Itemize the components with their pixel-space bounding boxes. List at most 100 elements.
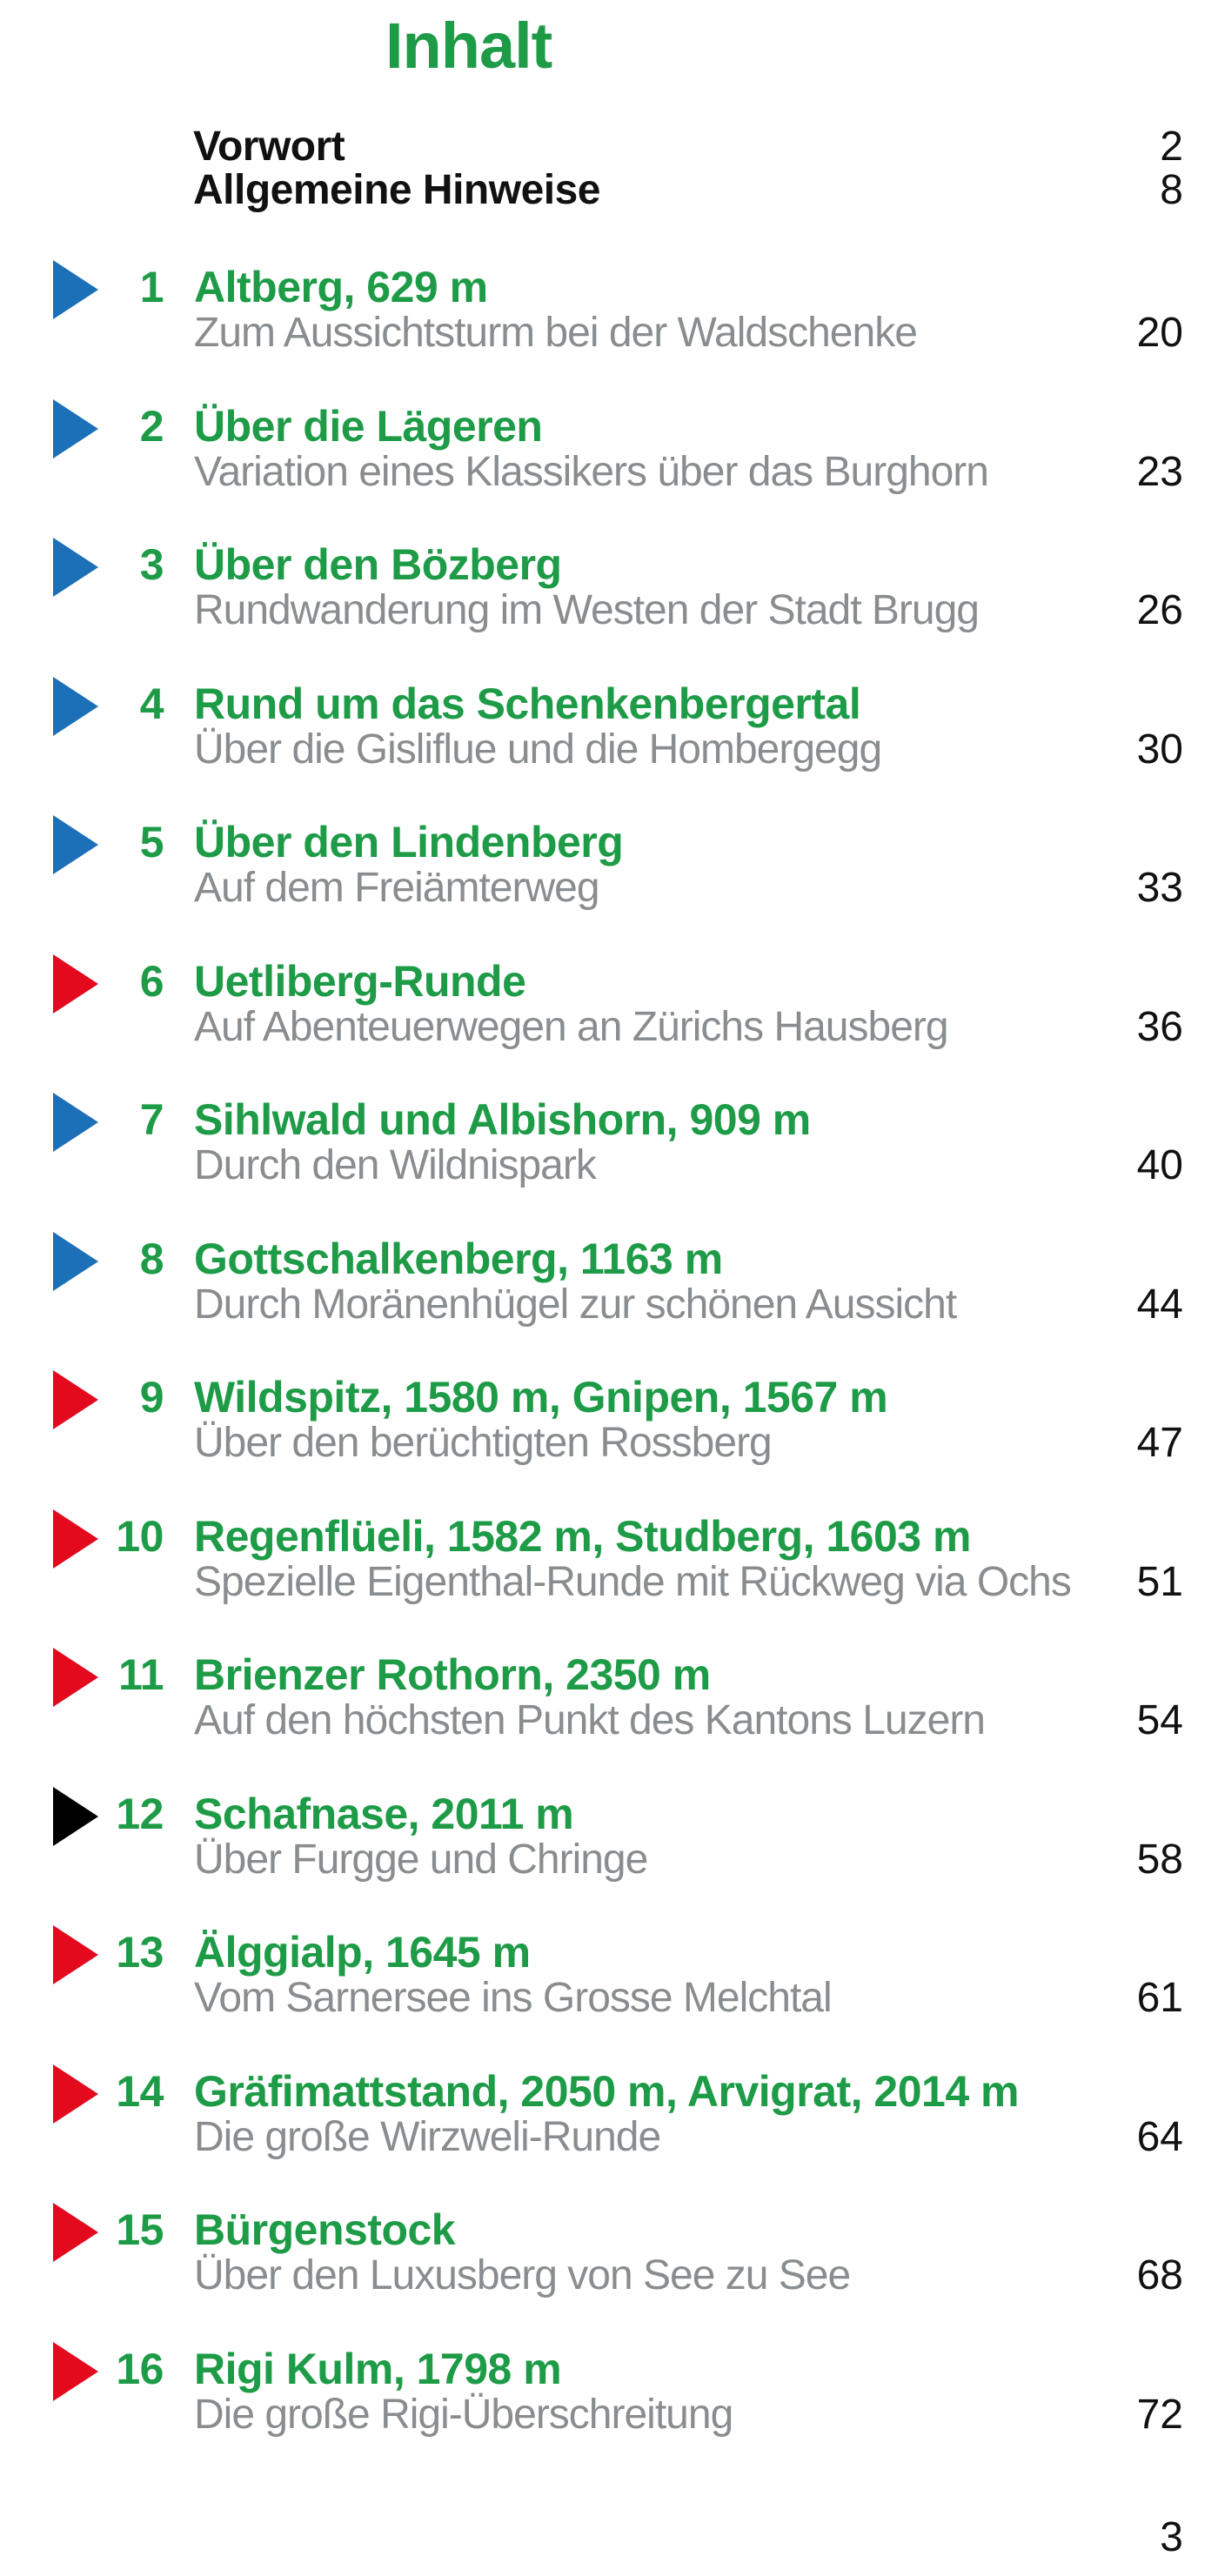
toc-entry: 6 Uetliberg-Runde Auf Abenteuerwegen an … [0,949,1218,1088]
entry-page-number: 68 [1136,2252,1183,2298]
entry-subtitle: Rundwanderung im Westen der Stadt Brugg [194,587,980,633]
entry-subtitle: Auf den höchsten Punkt des Kantons Luzer… [194,1697,986,1743]
route-marker-triangle-icon [53,2064,98,2124]
entry-title: Älggialp, 1645 m [194,1928,531,1977]
toc-entry: 12 Schafnase, 2011 m Über Furgge und Chr… [0,1782,1218,1921]
toc-entry: 7 Sihlwald und Albishorn, 909 m Durch de… [0,1087,1218,1227]
entry-page-number: 33 [1136,865,1183,911]
entry-subtitle: Auf Abenteuerwegen an Zürichs Hausberg [194,1004,949,1050]
toc-entry: 11 Brienzer Rothorn, 2350 m Auf den höch… [0,1643,1218,1782]
route-marker-triangle-icon [53,677,98,736]
front-matter-label: Vorwort [193,124,345,170]
toc-entry: 1 Altberg, 629 m Zum Aussichtsturm bei d… [0,255,1218,394]
folio-page-number: 3 [1160,2514,1183,2560]
entry-title: Sihlwald und Albishorn, 909 m [194,1095,811,1144]
entry-subtitle: Durch den Wildnispark [194,1142,597,1188]
entry-number: 9 [139,1373,164,1422]
entry-subtitle: Über Furgge und Chringe [194,1837,648,1883]
front-matter-row: Vorwort 2 [193,124,1183,170]
entry-page-number: 23 [1136,449,1183,495]
entry-subtitle: Auf dem Freiämterweg [194,865,600,911]
toc-entry: 9 Wildspitz, 1580 m, Gnipen, 1567 m Über… [0,1365,1218,1504]
entry-subtitle: Die große Wirzweli-Runde [194,2114,661,2160]
entry-title: Brienzer Rothorn, 2350 m [194,1650,711,1699]
entry-number: 10 [116,1512,164,1561]
entry-title: Bürgenstock [194,2205,456,2254]
entry-number: 13 [116,1928,164,1977]
entry-page-number: 36 [1136,1004,1183,1050]
entry-page-number: 61 [1136,1975,1183,2021]
entry-number: 11 [118,1650,164,1699]
entry-number: 12 [116,1790,164,1838]
route-marker-triangle-icon [53,2342,98,2401]
toc-entry: 3 Über den Bözberg Rundwanderung im West… [0,532,1218,672]
entry-title: Uetliberg-Runde [194,957,526,1006]
route-marker-triangle-icon [53,260,98,319]
route-marker-triangle-icon [53,815,98,874]
route-marker-triangle-icon [53,1648,98,1707]
entry-number: 14 [116,2067,164,2116]
route-marker-triangle-icon [53,1787,98,1846]
entry-number: 1 [139,263,164,311]
toc-entry: 8 Gottschalkenberg, 1163 m Durch Moränen… [0,1227,1218,1366]
entry-page-number: 47 [1136,1420,1183,1466]
front-matter-row: Allgemeine Hinweise 8 [193,168,1183,213]
entry-title: Über den Bözberg [194,540,562,589]
toc-entry: 14 Gräfimattstand, 2050 m, Arvigrat, 201… [0,2059,1218,2198]
entry-page-number: 20 [1136,310,1183,356]
entry-number: 16 [116,2345,164,2393]
entry-number: 6 [139,957,164,1006]
route-marker-triangle-icon [53,538,98,597]
entry-number: 15 [116,2205,164,2254]
route-marker-triangle-icon [53,1509,98,1569]
entry-subtitle: Spezielle Eigenthal-Runde mit Rückweg vi… [194,1559,1072,1605]
entry-subtitle: Über den berüchtigten Rossberg [194,1420,773,1466]
entry-page-number: 72 [1136,2392,1183,2438]
toc-entry: 13 Älggialp, 1645 m Vom Sarnersee ins Gr… [0,1920,1218,2059]
entry-page-number: 64 [1136,2114,1183,2160]
route-marker-triangle-icon [53,1232,98,1291]
entry-subtitle: Vom Sarnersee ins Grosse Melchtal [194,1975,833,2021]
entry-title: Gottschalkenberg, 1163 m [194,1234,723,1283]
entry-page-number: 58 [1136,1837,1183,1883]
entry-page-number: 51 [1136,1559,1183,1605]
entry-title: Gräfimattstand, 2050 m, Arvigrat, 2014 m [194,2067,1020,2116]
route-marker-triangle-icon [53,1093,98,1152]
entry-title: Regenflüeli, 1582 m, Studberg, 1603 m [194,1512,971,1561]
route-marker-triangle-icon [53,2203,98,2262]
toc-entry: 10 Regenflüeli, 1582 m, Studberg, 1603 m… [0,1504,1218,1643]
entry-subtitle: Variation eines Klassikers über das Burg… [194,449,989,495]
entry-title: Rigi Kulm, 1798 m [194,2345,562,2393]
front-matter-page-number: 2 [1160,124,1183,170]
route-marker-triangle-icon [53,399,98,458]
front-matter-page-number: 8 [1160,167,1183,213]
entry-number: 5 [139,818,164,866]
entry-page-number: 44 [1136,1281,1183,1328]
toc-entry: 16 Rigi Kulm, 1798 m Die große Rigi-Über… [0,2337,1218,2476]
entry-page-number: 54 [1136,1697,1183,1743]
page-title: Inhalt [385,10,552,82]
entry-title: Rund um das Schenkenbergertal [194,679,861,728]
entry-number: 4 [139,679,164,728]
entry-number: 7 [139,1095,164,1144]
entry-title: Wildspitz, 1580 m, Gnipen, 1567 m [194,1373,888,1422]
route-marker-triangle-icon [53,1925,98,1984]
entry-subtitle: Die große Rigi-Überschreitung [194,2392,733,2438]
entry-number: 8 [139,1234,164,1283]
entry-page-number: 40 [1136,1142,1183,1188]
entry-subtitle: Durch Moränenhügel zur schönen Aussicht [194,1281,957,1328]
entry-subtitle: Über den Luxusberg von See zu See [194,2252,851,2298]
route-marker-triangle-icon [53,1370,98,1429]
entry-title: Über die Lägeren [194,402,543,451]
toc-entry: 2 Über die Lägeren Variation eines Klass… [0,394,1218,533]
entry-number: 3 [139,540,164,589]
toc-entry: 15 Bürgenstock Über den Luxusberg von Se… [0,2198,1218,2337]
entry-subtitle: Zum Aussichtsturm bei der Waldschenke [194,310,918,356]
entry-title: Altberg, 629 m [194,263,488,311]
front-matter-label: Allgemeine Hinweise [193,167,601,213]
toc-entry: 5 Über den Lindenberg Auf dem Freiämterw… [0,810,1218,949]
entry-subtitle: Über die Gisliflue und die Hombergegg [194,726,882,773]
entry-number: 2 [139,402,164,451]
entry-page-number: 30 [1136,726,1183,773]
